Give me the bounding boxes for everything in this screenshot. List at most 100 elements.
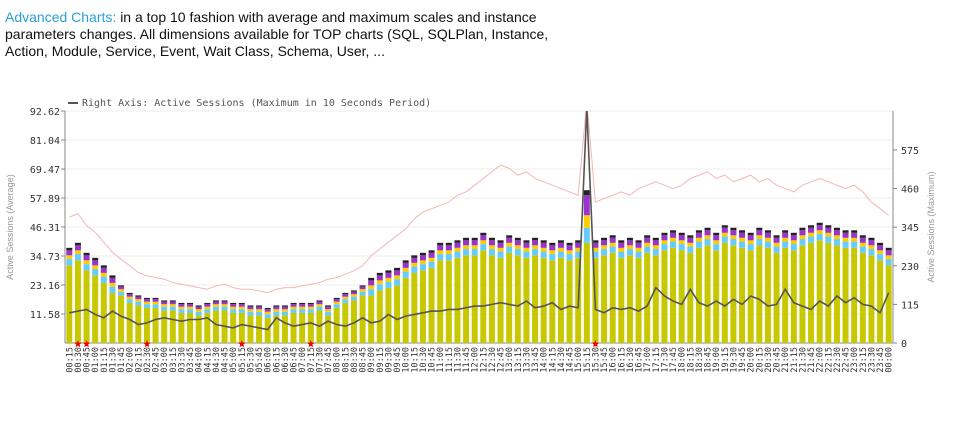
x-tick-label: 04:45	[221, 347, 231, 373]
bar-segment	[126, 296, 133, 300]
bar-segment	[506, 242, 513, 247]
bar-segment	[644, 242, 651, 247]
bar-segment	[790, 235, 797, 241]
bar-segment	[264, 307, 271, 310]
bar-segment	[419, 270, 426, 343]
x-tick-label: 07:30	[315, 347, 325, 373]
bar-segment	[816, 240, 823, 343]
bar-segment	[799, 239, 806, 246]
x-tick-label: 21:30	[798, 347, 808, 373]
bar-segment	[747, 232, 754, 236]
bar-segment	[635, 240, 642, 243]
x-tick-label: 10:15	[410, 347, 420, 373]
bar-segment	[376, 280, 383, 285]
bar-segment	[411, 257, 418, 263]
x-tick-label: 18:15	[686, 347, 696, 373]
bar-segment	[549, 242, 556, 246]
bar-segment	[695, 247, 702, 343]
bar-segment	[437, 242, 444, 246]
bar-segment	[782, 232, 789, 238]
bar-segment	[238, 306, 245, 310]
bar-segment	[126, 299, 133, 303]
bar-segment	[273, 305, 280, 307]
bar-segment	[764, 232, 771, 238]
bar-segment	[385, 281, 392, 288]
bar-segment	[635, 257, 642, 343]
bar-segment	[488, 255, 495, 343]
x-tick-label: 14:30	[557, 347, 567, 373]
bar-segment	[480, 232, 487, 236]
x-tick-label: 05:00	[229, 347, 239, 373]
bar-segment	[299, 312, 306, 343]
bar-segment	[687, 246, 694, 253]
x-tick-label: 09:30	[384, 347, 394, 373]
bar-segment	[661, 244, 668, 251]
bar-segment	[135, 295, 142, 297]
bar-segment	[635, 242, 642, 248]
bar-segment	[540, 240, 547, 243]
bar-segment	[74, 254, 81, 261]
x-tick-label: 22:00	[816, 347, 826, 373]
bar-segment	[471, 245, 478, 250]
bar-segment	[428, 257, 435, 262]
bar-segment	[411, 262, 418, 267]
bar-segment	[376, 284, 383, 291]
bar-segment	[66, 255, 73, 260]
bar-segment	[756, 230, 763, 236]
bar-segment	[437, 260, 444, 343]
x-tick-label: 00:00	[885, 347, 895, 373]
bar-segment	[187, 309, 194, 313]
x-tick-label: 09:45	[393, 347, 403, 373]
bar-segment	[678, 250, 685, 343]
bar-segment	[842, 237, 849, 242]
line-series	[69, 111, 889, 294]
bar-segment	[161, 304, 168, 307]
bar-segment	[394, 279, 401, 286]
bar-segment	[713, 250, 720, 343]
legend-label: Right Axis: Active Sessions (Maximum in …	[82, 98, 431, 109]
bar-segment	[670, 237, 677, 242]
bar-segment	[368, 289, 375, 296]
bar-segment	[161, 310, 168, 343]
bar-segment	[471, 249, 478, 256]
bar-segment	[342, 296, 349, 300]
bar-segment	[281, 305, 288, 307]
bar-segment	[816, 225, 823, 231]
y-tick-label: 23.16	[30, 281, 60, 292]
bar-segment	[497, 257, 504, 343]
bar-segment	[66, 250, 73, 256]
bar-segment	[618, 240, 625, 243]
bar-segment	[721, 225, 728, 228]
x-tick-label: 15:45	[600, 347, 610, 373]
bar-segment	[652, 249, 659, 256]
bar-segment	[212, 304, 219, 307]
lines	[69, 111, 890, 331]
bar-segment	[428, 267, 435, 343]
bar-segment	[126, 292, 133, 295]
bar-segment	[885, 250, 892, 256]
x-tick-label: 11:15	[445, 347, 455, 373]
bar-segment	[842, 232, 849, 238]
bar-segment	[118, 295, 125, 343]
bar-segment	[264, 311, 271, 315]
bar-segment	[325, 315, 332, 343]
bar-segment	[290, 309, 297, 313]
bar-segment	[739, 241, 746, 248]
bar-segment	[368, 285, 375, 290]
x-tick-label: 02:30	[143, 347, 153, 373]
bar-segment	[256, 305, 263, 307]
bar-segment	[359, 291, 366, 296]
x-tick-label: 01:45	[117, 347, 127, 373]
line-series	[69, 111, 890, 331]
bar-segment	[350, 290, 357, 292]
bar-segment	[652, 245, 659, 250]
bar-segment	[514, 237, 521, 241]
bar-segment	[506, 237, 513, 243]
x-tick-label: 20:30	[764, 347, 774, 373]
bar-segment	[100, 282, 107, 343]
bar-segment	[230, 306, 237, 310]
intro-link[interactable]: Advanced Charts:	[5, 9, 117, 25]
bar-segment	[514, 255, 521, 343]
bar-segment	[833, 245, 840, 343]
bar-segment	[532, 245, 539, 250]
